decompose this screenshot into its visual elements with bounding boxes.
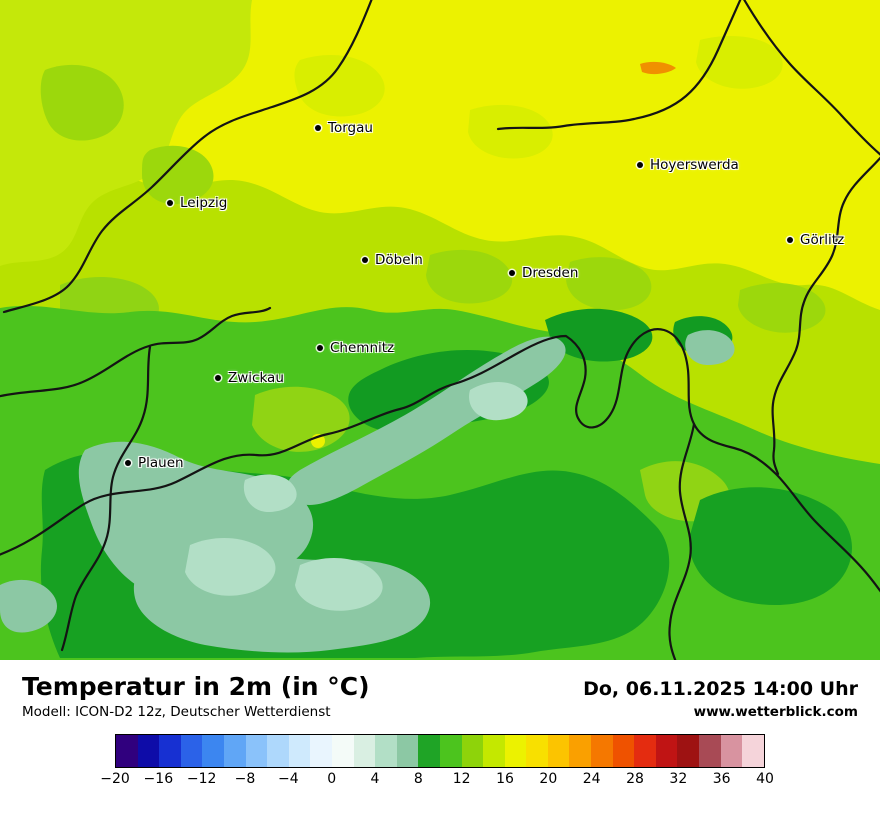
colorbar-segment <box>483 735 505 767</box>
footer-info-row: Modell: ICON-D2 12z, Deutscher Wetterdie… <box>0 701 880 720</box>
colorbar-segment <box>418 735 440 767</box>
colorbar-tick-label: 16 <box>496 771 514 787</box>
colorbar-segment <box>612 735 635 767</box>
colorbar-segment <box>655 735 678 767</box>
temperature-colorbar: −20 −16 −12 −8 −4 0 4 8 12 16 20 24 28 32 36 40 <box>100 734 774 791</box>
colorbar-tick-label: 12 <box>452 771 471 787</box>
colorbar-tick-label: 28 <box>626 771 644 787</box>
colorbar-segment <box>526 735 548 767</box>
colorbar-segment <box>202 735 224 767</box>
city-dot <box>315 125 321 131</box>
colorbar-segment <box>396 735 419 767</box>
city-label: Chemnitz <box>330 340 395 356</box>
city-marker-chemnitz: Chemnitz <box>317 340 394 356</box>
colorbar-segment <box>439 735 462 767</box>
colorbar-tick-label: 24 <box>582 771 601 787</box>
city-marker-hoyerswerda: Hoyerswerda <box>637 157 739 173</box>
colorbar-segment <box>742 735 764 767</box>
colorbar-tick-label: 36 <box>712 771 731 787</box>
colorbar-tick-label: −12 <box>186 771 217 787</box>
colorbar-segment <box>267 735 289 767</box>
colorbar-tick-label: 0 <box>327 771 337 787</box>
city-label: Dresden <box>522 265 579 281</box>
colorbar-tick-label: 8 <box>413 771 423 787</box>
colorbar-segment <box>375 735 397 767</box>
city-marker-goerlitz: Görlitz <box>787 232 844 248</box>
city-marker-doebeln: Döbeln <box>362 252 423 268</box>
city-label: Döbeln <box>375 252 423 268</box>
colorbar-gradient <box>115 734 765 768</box>
city-dot <box>637 162 643 168</box>
colorbar-tick-label: 4 <box>370 771 380 787</box>
colorbar-tick-label: −8 <box>234 771 256 787</box>
city-dot <box>317 345 323 351</box>
footer-panel: Temperatur in 2m (in °C) Do, 06.11.2025 … <box>0 660 880 830</box>
colorbar-ticks: −20 −16 −12 −8 −4 0 4 8 12 16 20 24 28 32 36 40 <box>100 771 774 791</box>
colorbar-segment <box>331 735 354 767</box>
colorbar-segment <box>288 735 311 767</box>
city-dot <box>215 375 221 381</box>
city-dot <box>509 270 515 276</box>
temperature-field <box>0 0 880 660</box>
city-label: Hoyerswerda <box>650 157 739 173</box>
city-label: Torgau <box>328 120 373 136</box>
colorbar-tick-label: −4 <box>278 771 299 787</box>
colorbar-tick-label: −20 <box>100 771 130 787</box>
website-label: www.wetterblick.com <box>693 704 858 720</box>
temperature-field-svg <box>0 0 880 660</box>
colorbar-segment <box>310 735 332 767</box>
colorbar-segment <box>591 735 613 767</box>
colorbar-segment <box>353 735 376 767</box>
colorbar-segment <box>180 735 203 767</box>
city-marker-plauen: Plauen <box>125 455 184 471</box>
colorbar-segment <box>547 735 570 767</box>
colorbar-segment <box>116 735 138 767</box>
page-title: Temperatur in 2m (in °C) <box>22 672 370 701</box>
model-info: Modell: ICON-D2 12z, Deutscher Wetterdie… <box>22 704 331 720</box>
colorbar-segment <box>223 735 246 767</box>
colorbar-segment <box>137 735 160 767</box>
city-marker-zwickau: Zwickau <box>215 370 284 386</box>
city-dot <box>362 257 368 263</box>
city-marker-leipzig: Leipzig <box>167 195 227 211</box>
colorbar-segment <box>699 735 721 767</box>
city-label: Görlitz <box>800 232 845 248</box>
colorbar-tick-label: −16 <box>143 771 174 787</box>
colorbar-segment <box>461 735 484 767</box>
forecast-datetime: Do, 06.11.2025 14:00 Uhr <box>583 678 858 700</box>
colorbar-segment <box>245 735 268 767</box>
colorbar-segment <box>720 735 743 767</box>
city-label: Leipzig <box>180 195 228 211</box>
colorbar-tick-label: 40 <box>756 771 774 787</box>
city-dot <box>125 460 131 466</box>
colorbar-segment <box>569 735 592 767</box>
city-label: Zwickau <box>228 370 284 386</box>
footer-title-row: Temperatur in 2m (in °C) Do, 06.11.2025 … <box>0 660 880 701</box>
border-lines <box>0 0 880 660</box>
city-marker-torgau: Torgau <box>315 120 373 136</box>
colorbar-segment <box>634 735 656 767</box>
colorbar-segment <box>159 735 181 767</box>
city-dot <box>787 237 793 243</box>
colorbar-segment <box>677 735 700 767</box>
colorbar-tick-label: 32 <box>669 771 688 787</box>
colorbar-tick-label: 20 <box>539 771 558 787</box>
city-label: Plauen <box>138 455 184 471</box>
temperature-map: Torgau Hoyerswerda Leipzig Görlitz Döbel… <box>0 0 880 660</box>
city-marker-dresden: Dresden <box>509 265 578 281</box>
colorbar-segment <box>504 735 527 767</box>
city-dot <box>167 200 173 206</box>
